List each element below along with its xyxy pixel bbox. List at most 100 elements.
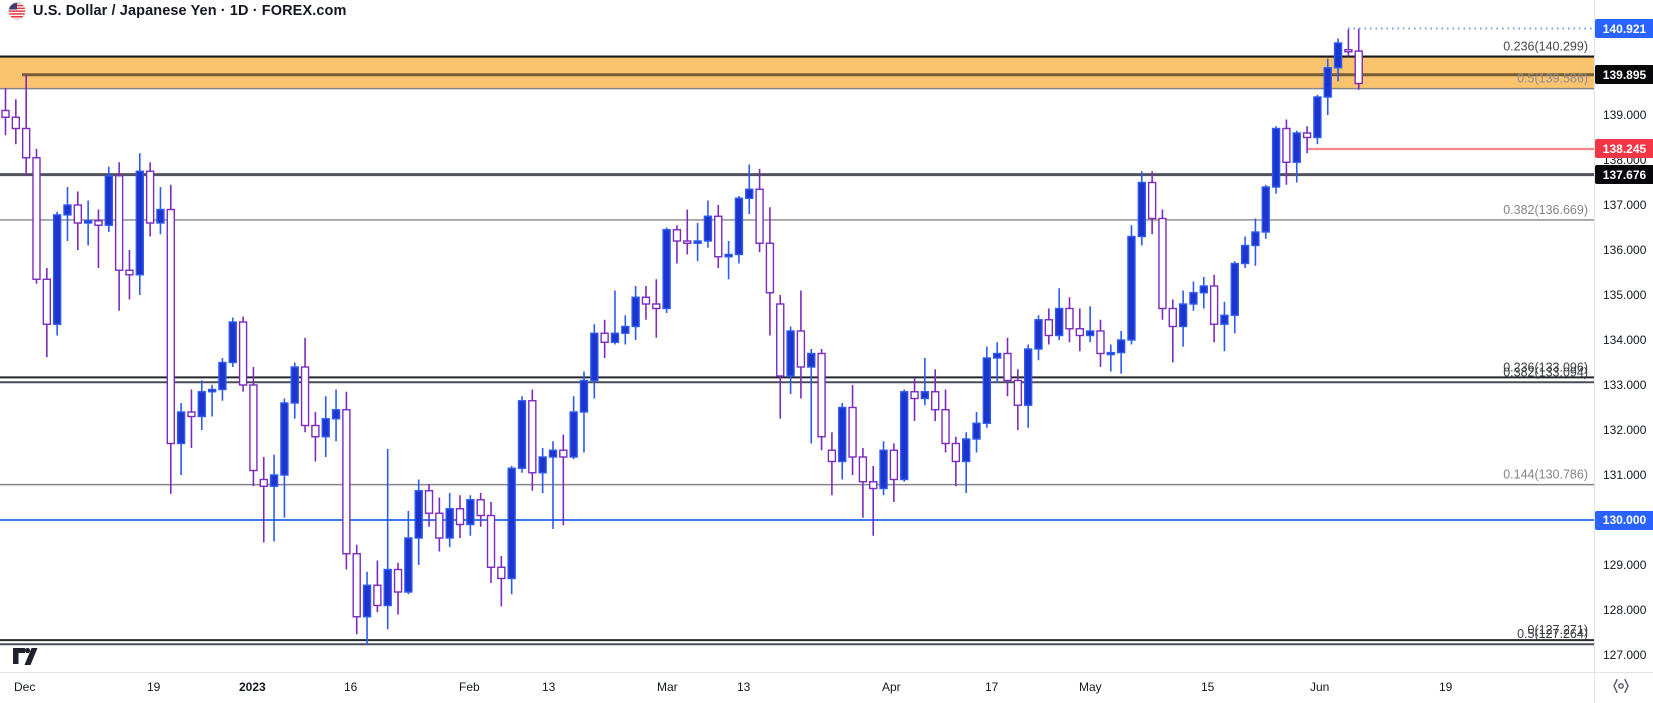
symbol-header[interactable]: U.S. Dollar / Japanese Yen · 1D · FOREX.… [8,2,346,20]
candle-up [807,352,816,368]
candle-down [1354,50,1363,85]
candle-down [672,229,682,242]
candle-up [1023,348,1033,406]
candle-down [187,411,196,418]
candle-down [1302,132,1312,139]
fib-label: 0.5(139.586) [1517,72,1588,86]
fib-label: 0.144(130.786) [1503,468,1588,482]
candle-up [207,388,217,393]
candle-up [383,568,392,607]
candle-down [145,170,155,224]
time-tick: 17 [985,680,999,694]
candle-up [1199,285,1208,294]
candle-down [1075,328,1085,337]
candle-up [1178,303,1188,328]
fib-label: 0.5(127.264) [1517,627,1588,641]
candle-up [703,215,713,242]
candle-up [693,240,702,244]
time-tick: 13 [542,680,556,694]
candle-up [1292,132,1301,163]
candle-down [166,208,175,445]
candle-up [362,584,372,618]
candle-up [900,391,909,481]
candle-down [476,499,485,517]
candle-up [197,391,206,418]
candle-up [569,411,578,458]
price-badge: 137.676 [1595,165,1653,185]
gear-icon[interactable] [1611,677,1631,700]
candle-up [879,449,888,490]
candle-up [662,229,671,310]
candle-up [218,361,227,391]
time-tick: Mar [657,680,678,694]
candle-down [21,127,31,159]
time-tick: Apr [882,680,901,694]
candle-down [435,512,444,539]
chart-pane[interactable]: 0.236(140.299) 0.5(139.586) 0.382(136.669)… [0,0,1594,672]
fib-label: 0.382(136.669) [1503,203,1588,217]
candle-down [683,240,692,244]
price-tick: 134.000 [1603,333,1647,347]
time-tick: 19 [147,680,161,694]
time-tick: 2023 [239,680,266,694]
candle-up [1054,307,1064,337]
candle-down [352,553,361,618]
candle-down [600,332,609,343]
candle-down [931,391,940,411]
candle-up [290,366,299,404]
candle-down [238,321,248,386]
candle-down [342,409,351,555]
candle-down [94,220,103,226]
candle-down [486,514,496,568]
candle-down [941,409,950,445]
time-tick: May [1079,680,1102,694]
candle-up [1313,96,1322,139]
price-tick: 133.000 [1603,378,1647,392]
time-tick: Dec [14,680,36,694]
candle-down [1158,217,1167,310]
candle-up [1230,262,1239,316]
candle-down [42,278,52,325]
candle-up [135,170,144,276]
candle-down [125,269,134,276]
candle-up [1137,181,1147,238]
candle-down [1044,319,1054,337]
time-axis[interactable]: Dec 19 2023 16 Feb 13 Mar 13 Apr 17 May 15 Jun 19 [0,672,1594,703]
candle-down [1168,307,1177,328]
candlestick-chart[interactable]: 0.236(140.299) 0.5(139.586) 0.382(136.669)… [0,0,1594,672]
symbol-title[interactable]: U.S. Dollar / Japanese Yen · 1D · FOREX.… [33,3,347,19]
candle-up [621,325,630,334]
candle-up [548,449,558,458]
candle-up [414,490,423,539]
candle-up [610,332,620,343]
candle-down [848,406,857,458]
candle-down [889,449,899,481]
candle-down [776,303,785,377]
candle-up [52,214,62,325]
time-tick: Feb [459,680,480,694]
candle-down [951,442,961,463]
candle-down [528,400,537,474]
candle-down [1065,307,1074,330]
candle-up [786,330,795,377]
us-flag-icon [8,2,26,20]
time-tick: Jun [1310,680,1330,694]
price-tick: 135.000 [1603,288,1647,302]
price-axis[interactable]: 139.000 138.000 137.000 136.000 135.000 134.0… [1594,0,1653,672]
time-tick: 16 [344,680,358,694]
candle-up [466,499,475,526]
candle-down [497,566,506,580]
candle-up [1240,244,1250,265]
candle-up [1271,127,1281,188]
candle-up [63,204,72,216]
candle-down [1282,127,1291,163]
price-tick: 136.000 [1603,243,1647,257]
candle-down [910,391,919,400]
candle-down [1003,352,1012,382]
candle-down [311,424,320,438]
candle-down [652,303,661,310]
tradingview-logo[interactable] [12,647,38,672]
candle-up [331,409,341,420]
candle-up [104,175,114,226]
candle-down [259,478,268,487]
